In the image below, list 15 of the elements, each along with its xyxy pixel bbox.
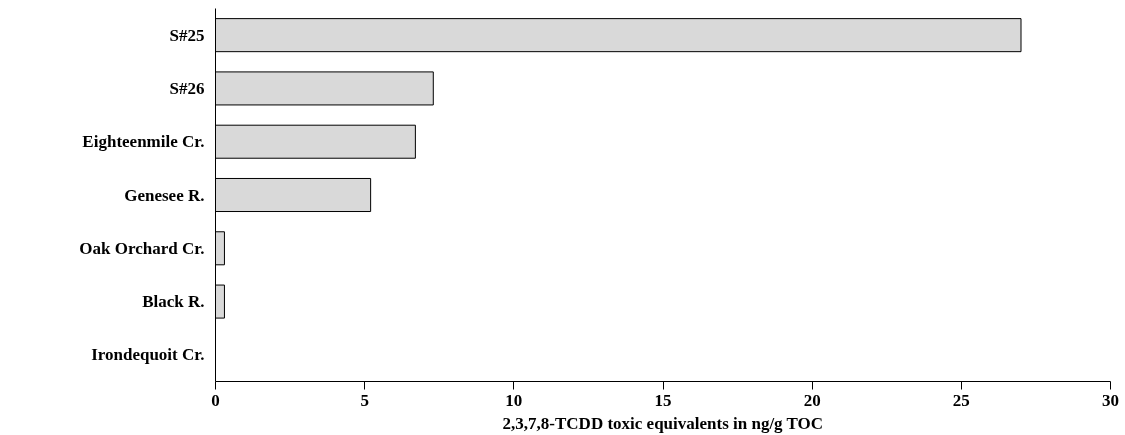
- y-tick-label: S#25: [169, 25, 205, 45]
- x-tick-label: 30: [1102, 390, 1119, 410]
- y-tick-label: Irondequoit Cr.: [91, 345, 205, 365]
- x-tick-label: 10: [505, 390, 523, 410]
- x-tick-label: 0: [211, 390, 220, 410]
- x-tick-label: 5: [360, 390, 369, 410]
- y-tick-label: Black R.: [142, 292, 205, 312]
- y-tick-label: Oak Orchard Cr.: [79, 238, 205, 258]
- x-axis-title: 2,3,7,8-TCDD toxic equivalents in ng/g TOC: [502, 413, 824, 433]
- y-tick-label: S#26: [169, 78, 205, 98]
- x-tick-label: 20: [803, 390, 821, 410]
- y-tick-label: Genesee R.: [124, 185, 205, 205]
- x-tick-label: 15: [654, 390, 672, 410]
- x-tick-label: 25: [952, 390, 970, 410]
- y-tick-label: Eighteenmile Cr.: [82, 132, 205, 152]
